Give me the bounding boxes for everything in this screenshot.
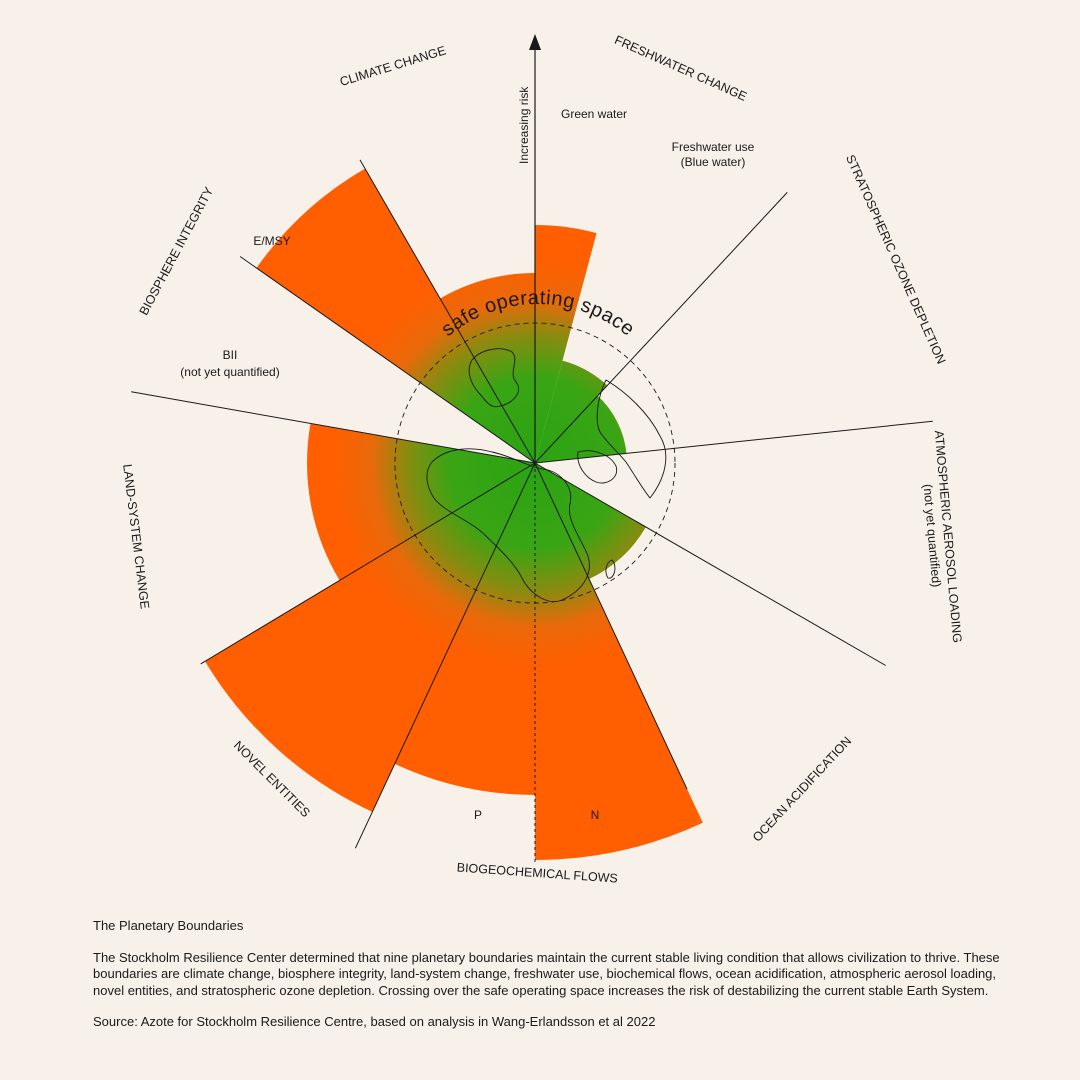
arabia-outline: [577, 450, 618, 484]
wedge-nitrogen: [535, 463, 703, 860]
divider-bii-emsy: [239, 256, 536, 464]
boundary-ozone-depletion: STRATOSPHERIC OZONE DEPLETION: [843, 153, 948, 366]
europe-outline: [468, 348, 520, 408]
divider-aerosol-ocean: [534, 462, 886, 666]
wedge-phosphorus: [394, 463, 535, 795]
divider-freshwater-ozone: [534, 192, 788, 464]
caption-title: The Planetary Boundaries: [93, 918, 244, 933]
wedge-ozone: [535, 395, 627, 463]
planetary-boundaries-diagram: Increasing risk safe operating space CLI…: [120, 33, 964, 886]
boundary-land-system-change: LAND-SYSTEM CHANGE: [120, 463, 152, 609]
divider-ocean-n: [534, 462, 688, 790]
divider-land-bii: [131, 391, 536, 464]
boundary-biogeochemical-flows: BIOGEOCHEMICAL FLOWS: [456, 860, 618, 885]
boundary-wedges: [205, 168, 703, 860]
divider-novel-land: [200, 462, 536, 665]
sub-n: N: [591, 808, 600, 822]
boundary-biosphere-integrity: BIOSPHERE INTEGRITY: [137, 184, 217, 317]
sub-emsy: E/MSY: [253, 234, 290, 248]
axis-label: Increasing risk: [517, 86, 531, 164]
sub-bii: BII: [223, 348, 238, 362]
wedge-green-water: [535, 224, 597, 463]
wedge-ocean: [535, 463, 646, 579]
sub-p: P: [474, 808, 482, 822]
wedge-novel-entities: [205, 463, 535, 812]
boundary-climate-change: CLIMATE CHANGE: [338, 43, 447, 89]
divider-lines: [131, 159, 933, 863]
caption-source: Source: Azote for Stockholm Resilience C…: [93, 1014, 656, 1029]
sub-green-water: Green water: [561, 107, 627, 121]
madagascar-outline: [605, 559, 616, 579]
caption: The Planetary Boundaries The Stockholm R…: [93, 918, 1013, 1031]
wedge-blue-water: [535, 360, 608, 463]
arrow-up-icon: [529, 34, 541, 50]
boundary-freshwater-change: FRESHWATER CHANGE: [612, 33, 748, 104]
caption-body: The Stockholm Resilience Center determin…: [93, 949, 1000, 998]
sub-bii-note: (not yet quantified): [180, 365, 279, 379]
wedge-climate-change: [440, 273, 535, 463]
divider-ozone-aerosol: [534, 420, 933, 464]
wedge-emsy: [256, 168, 535, 463]
asia-outline: [596, 379, 667, 499]
boundary-ocean-acidification: OCEAN ACIDIFICATION: [750, 734, 854, 844]
wedge-land-system: [307, 423, 535, 581]
divider-biosphere-climate: [359, 159, 536, 464]
sub-freshwater-use: Freshwater use: [672, 140, 755, 154]
sub-blue-water: (Blue water): [681, 155, 746, 169]
divider-p-novel: [354, 462, 536, 849]
